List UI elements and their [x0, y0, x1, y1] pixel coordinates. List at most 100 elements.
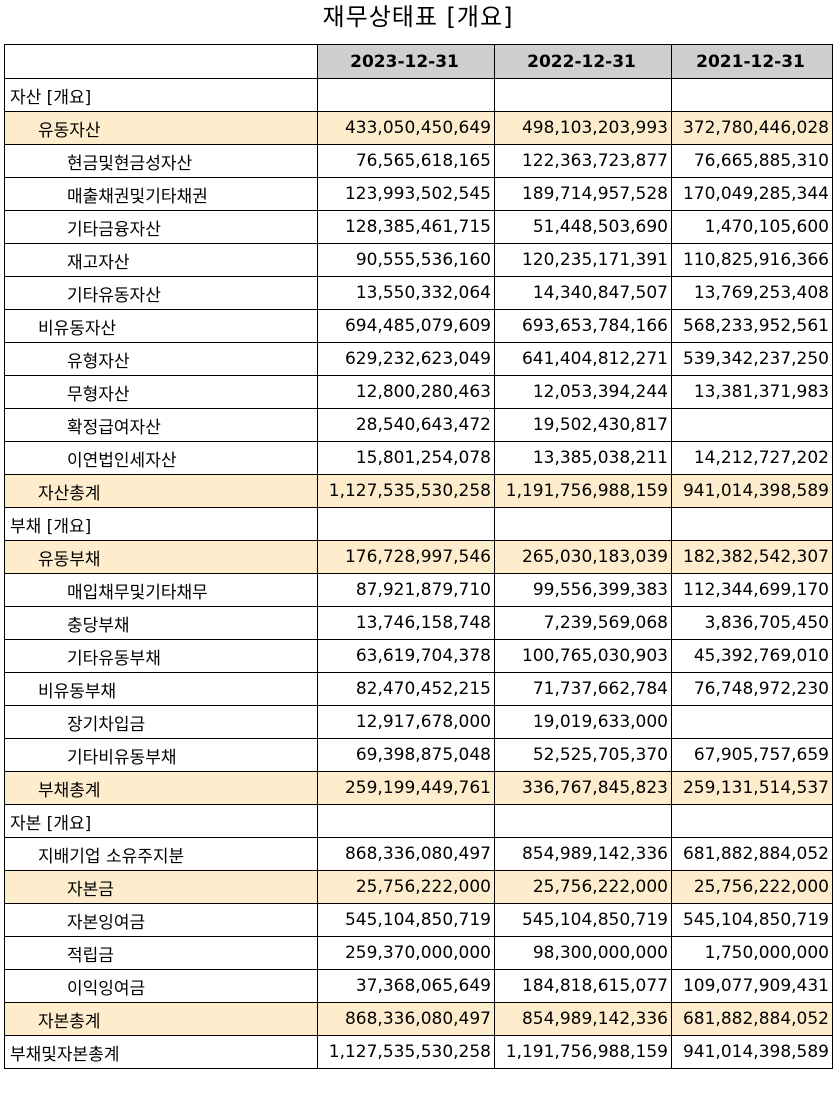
table-row: 부채 [개요] [4, 507, 833, 541]
row-label: 부채및자본총계 [4, 1035, 318, 1069]
table-row: 자본잉여금 545,104,850,719 545,104,850,719 545,1… [4, 903, 833, 937]
table-row: 기타유동자산 13,550,332,064 14,340,847,507 13,769… [4, 276, 833, 310]
value-cell [671, 705, 833, 739]
table-row: 충당부채 13,746,158,748 7,239,569,068 3,836,705… [4, 606, 833, 640]
value-cell: 69,398,875,048 [317, 738, 495, 772]
table-row: 자본 [개요] [4, 804, 833, 838]
value-cell [317, 804, 495, 838]
row-label: 자본 [개요] [4, 804, 318, 838]
value-cell: 87,921,879,710 [317, 573, 495, 607]
table-row: 부채및자본총계 1,127,535,530,258 1,191,756,988,15… [4, 1035, 833, 1069]
table-row: 기타비유동부채 69,398,875,048 52,525,705,370 67,90… [4, 738, 833, 772]
value-cell: 693,653,784,166 [494, 309, 672, 343]
value-cell: 868,336,080,497 [317, 837, 495, 871]
value-cell: 1,191,756,988,159 [494, 1035, 672, 1069]
row-label: 비유동자산 [4, 309, 318, 343]
row-label: 기타유동부채 [4, 639, 318, 673]
table-row: 지배기업 소유주지분 868,336,080,497 854,989,142,336… [4, 837, 833, 871]
page-title: 재무상태표 [개요] [322, 3, 514, 31]
value-cell: 110,825,916,366 [671, 243, 833, 277]
table-row: 매입채무및기타채무 87,921,879,710 99,556,399,383 112… [4, 573, 833, 607]
row-label: 유동자산 [4, 111, 318, 145]
value-cell: 1,191,756,988,159 [494, 474, 672, 508]
value-cell: 122,363,723,877 [494, 144, 672, 178]
row-label: 부채총계 [4, 771, 318, 805]
value-cell [494, 78, 672, 112]
value-cell: 433,050,450,649 [317, 111, 495, 145]
value-cell: 1,127,535,530,258 [317, 474, 495, 508]
balance-sheet-table: 2023-12-31 2022-12-31 2021-12-31 자산 [개요]… [4, 44, 833, 1069]
value-cell: 854,989,142,336 [494, 1002, 672, 1036]
table-row: 유동부채 176,728,997,546 265,030,183,039 182,38… [4, 540, 833, 574]
value-cell: 19,019,633,000 [494, 705, 672, 739]
row-label: 유형자산 [4, 342, 318, 376]
value-cell [317, 507, 495, 541]
value-cell: 128,385,461,715 [317, 210, 495, 244]
row-label: 장기차입금 [4, 705, 318, 739]
table-row: 기타유동부채 63,619,704,378 100,765,030,903 45,39… [4, 639, 833, 673]
table-row: 무형자산 12,800,280,463 12,053,394,244 13,381,3… [4, 375, 833, 409]
value-cell: 100,765,030,903 [494, 639, 672, 673]
value-cell: 854,989,142,336 [494, 837, 672, 871]
table-row: 자본총계 868,336,080,497 854,989,142,336 681,88… [4, 1002, 833, 1036]
value-cell: 7,239,569,068 [494, 606, 672, 640]
row-label: 자본금 [4, 870, 318, 904]
row-label: 비유동부채 [4, 672, 318, 706]
value-cell: 1,750,000,000 [671, 936, 833, 970]
row-label: 기타비유동부채 [4, 738, 318, 772]
table-row: 비유동부채 82,470,452,215 71,737,662,784 76,748,… [4, 672, 833, 706]
value-cell: 76,748,972,230 [671, 672, 833, 706]
row-label: 유동부채 [4, 540, 318, 574]
value-cell: 545,104,850,719 [317, 903, 495, 937]
row-label: 자본잉여금 [4, 903, 318, 937]
table-row: 기타금융자산 128,385,461,715 51,448,503,690 1,470… [4, 210, 833, 244]
value-cell: 90,555,536,160 [317, 243, 495, 277]
row-label: 자산총계 [4, 474, 318, 508]
value-cell: 14,212,727,202 [671, 441, 833, 475]
value-cell: 25,756,222,000 [494, 870, 672, 904]
table-row: 자본금 25,756,222,000 25,756,222,000 25,756,22… [4, 870, 833, 904]
value-cell: 76,665,885,310 [671, 144, 833, 178]
row-label: 무형자산 [4, 375, 318, 409]
table-row: 적립금 259,370,000,000 98,300,000,000 1,750,00… [4, 936, 833, 970]
value-cell: 539,342,237,250 [671, 342, 833, 376]
value-cell: 15,801,254,078 [317, 441, 495, 475]
table-row: 매출채권및기타채권 123,993,502,545 189,714,957,528 1… [4, 177, 833, 211]
value-cell: 265,030,183,039 [494, 540, 672, 574]
value-cell: 498,103,203,993 [494, 111, 672, 145]
row-label: 자산 [개요] [4, 78, 318, 112]
table-row: 장기차입금 12,917,678,000 19,019,633,000 [4, 705, 833, 739]
value-cell [494, 507, 672, 541]
value-cell: 189,714,957,528 [494, 177, 672, 211]
value-cell: 629,232,623,049 [317, 342, 495, 376]
value-cell [671, 408, 833, 442]
value-cell: 13,769,253,408 [671, 276, 833, 310]
row-label: 재고자산 [4, 243, 318, 277]
column-header-2021: 2021-12-31 [671, 44, 833, 79]
value-cell: 123,993,502,545 [317, 177, 495, 211]
column-header-2022: 2022-12-31 [494, 44, 672, 79]
value-cell: 120,235,171,391 [494, 243, 672, 277]
value-cell: 52,525,705,370 [494, 738, 672, 772]
value-cell: 63,619,704,378 [317, 639, 495, 673]
value-cell: 941,014,398,589 [671, 1035, 833, 1069]
value-cell: 259,199,449,761 [317, 771, 495, 805]
value-cell: 19,502,430,817 [494, 408, 672, 442]
value-cell [671, 507, 833, 541]
value-cell: 12,917,678,000 [317, 705, 495, 739]
value-cell: 545,104,850,719 [494, 903, 672, 937]
value-cell: 641,404,812,271 [494, 342, 672, 376]
value-cell: 1,470,105,600 [671, 210, 833, 244]
table-row: 자산총계 1,127,535,530,258 1,191,756,988,159 94… [4, 474, 833, 508]
table-header-row: 2023-12-31 2022-12-31 2021-12-31 [4, 44, 833, 79]
value-cell: 170,049,285,344 [671, 177, 833, 211]
table-row: 현금및현금성자산 76,565,618,165 122,363,723,877 76,… [4, 144, 833, 178]
table-row: 이연법인세자산 15,801,254,078 13,385,038,211 14,21… [4, 441, 833, 475]
value-cell: 13,550,332,064 [317, 276, 495, 310]
value-cell: 71,737,662,784 [494, 672, 672, 706]
row-label: 매입채무및기타채무 [4, 573, 318, 607]
value-cell: 14,340,847,507 [494, 276, 672, 310]
value-cell: 13,746,158,748 [317, 606, 495, 640]
value-cell: 259,370,000,000 [317, 936, 495, 970]
value-cell: 112,344,699,170 [671, 573, 833, 607]
